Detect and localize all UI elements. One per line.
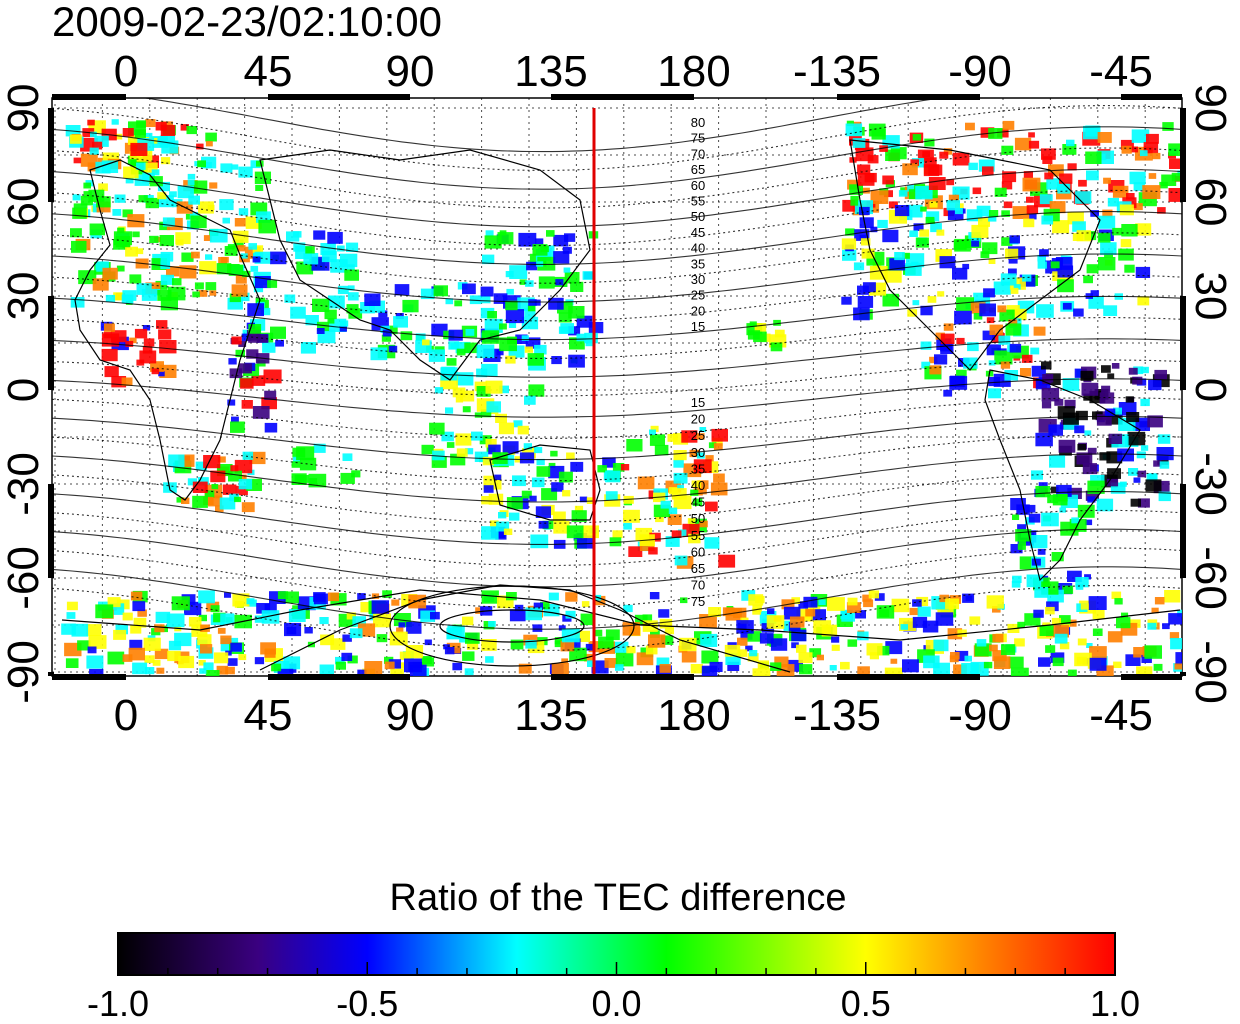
contour-label: 20: [691, 412, 705, 427]
right-lat-tick: 30: [1186, 272, 1235, 321]
top-lon-tick: -90: [948, 47, 1012, 96]
bottom-lon-tick: 0: [114, 691, 138, 740]
contour-label: 55: [691, 194, 705, 209]
bottom-lon-tick: 135: [514, 691, 587, 740]
left-lat-tick: 60: [0, 178, 48, 227]
figure-title: 2009-02-23/02:10:00: [52, 0, 442, 45]
right-lat-tick: -90: [1186, 640, 1235, 704]
bottom-lon-tick: -135: [793, 691, 881, 740]
colorbar: Ratio of the TEC difference -1.0 -0.5 0.0 0…: [87, 877, 1140, 1024]
contour-label: 50: [691, 511, 705, 526]
contour-label: 45: [691, 495, 705, 510]
left-lat-tick: 30: [0, 272, 48, 321]
contour-label: 35: [691, 461, 705, 476]
bottom-lon-tick: 90: [386, 691, 435, 740]
contour-label: 70: [691, 146, 705, 161]
contour-label: 75: [691, 594, 705, 609]
bottom-lon-tick: 180: [657, 691, 730, 740]
contour-label: 25: [691, 428, 705, 443]
contour-label: 55: [691, 528, 705, 543]
contour-label: 60: [691, 178, 705, 193]
right-lat-tick: -30: [1186, 452, 1235, 516]
contour-label: 45: [691, 225, 705, 240]
left-lat-tick: -90: [0, 640, 48, 704]
contour-label: 75: [691, 131, 705, 146]
right-lat-tick: 0: [1186, 378, 1235, 402]
tec-data-patches: [61, 119, 1182, 676]
top-lon-tick: 45: [244, 47, 293, 96]
top-lon-tick: 0: [114, 47, 138, 96]
magnetic-contours: [52, 98, 1182, 651]
contour-label: 65: [691, 561, 705, 576]
contour-label: 20: [691, 303, 705, 318]
contour-label: 30: [691, 445, 705, 460]
contour-label: 15: [691, 319, 705, 334]
contour-label: 60: [691, 544, 705, 559]
bottom-lon-tick: -90: [948, 691, 1012, 740]
colorbar-tick-label: 0.5: [841, 983, 891, 1024]
top-lon-tick: 180: [657, 47, 730, 96]
contour-label: 30: [691, 272, 705, 287]
top-lon-tick: 135: [514, 47, 587, 96]
coastlines: [61, 139, 1181, 673]
map-panel: 8075706560555045403530252015152025303540…: [51, 97, 1183, 677]
contour-label: 35: [691, 256, 705, 271]
left-lat-tick: -60: [0, 546, 48, 610]
top-lon-tick: 90: [386, 47, 435, 96]
top-lon-tick: -45: [1089, 47, 1153, 96]
colorbar-tick-label: 1.0: [1090, 983, 1140, 1024]
colorbar-ticks: -1.0 -0.5 0.0 0.5 1.0: [87, 962, 1140, 1024]
contour-labels: 8075706560555045403530252015152025303540…: [691, 115, 705, 609]
bottom-lon-tick: 45: [244, 691, 293, 740]
right-lat-tick: 60: [1186, 178, 1235, 227]
contour-label: 80: [691, 115, 705, 130]
colorbar-title: Ratio of the TEC difference: [390, 877, 847, 919]
contour-label: 15: [691, 395, 705, 410]
left-lat-tick: 90: [0, 84, 48, 133]
left-lat-tick: -30: [0, 452, 48, 516]
right-lat-tick: -60: [1186, 546, 1235, 610]
colorbar-tick-label: 0.0: [591, 983, 641, 1024]
map-axes: 0 45 90 135 180 -135 -90 -450 45 90 135 180 -135 -90-…: [0, 47, 1235, 740]
map-frame: [51, 97, 1183, 677]
bottom-lon-tick: -45: [1089, 691, 1153, 740]
contour-label: 25: [691, 288, 705, 303]
colorbar-tick-label: -0.5: [336, 983, 398, 1024]
contour-label: 65: [691, 162, 705, 177]
right-lat-tick: 90: [1186, 84, 1235, 133]
contour-label: 70: [691, 578, 705, 593]
contour-label: 40: [691, 478, 705, 493]
top-lon-tick: -135: [793, 47, 881, 96]
left-lat-tick: 0: [0, 378, 48, 402]
contour-label: 50: [691, 209, 705, 224]
colorbar-tick-label: -1.0: [87, 983, 149, 1024]
contour-label: 40: [691, 241, 705, 256]
